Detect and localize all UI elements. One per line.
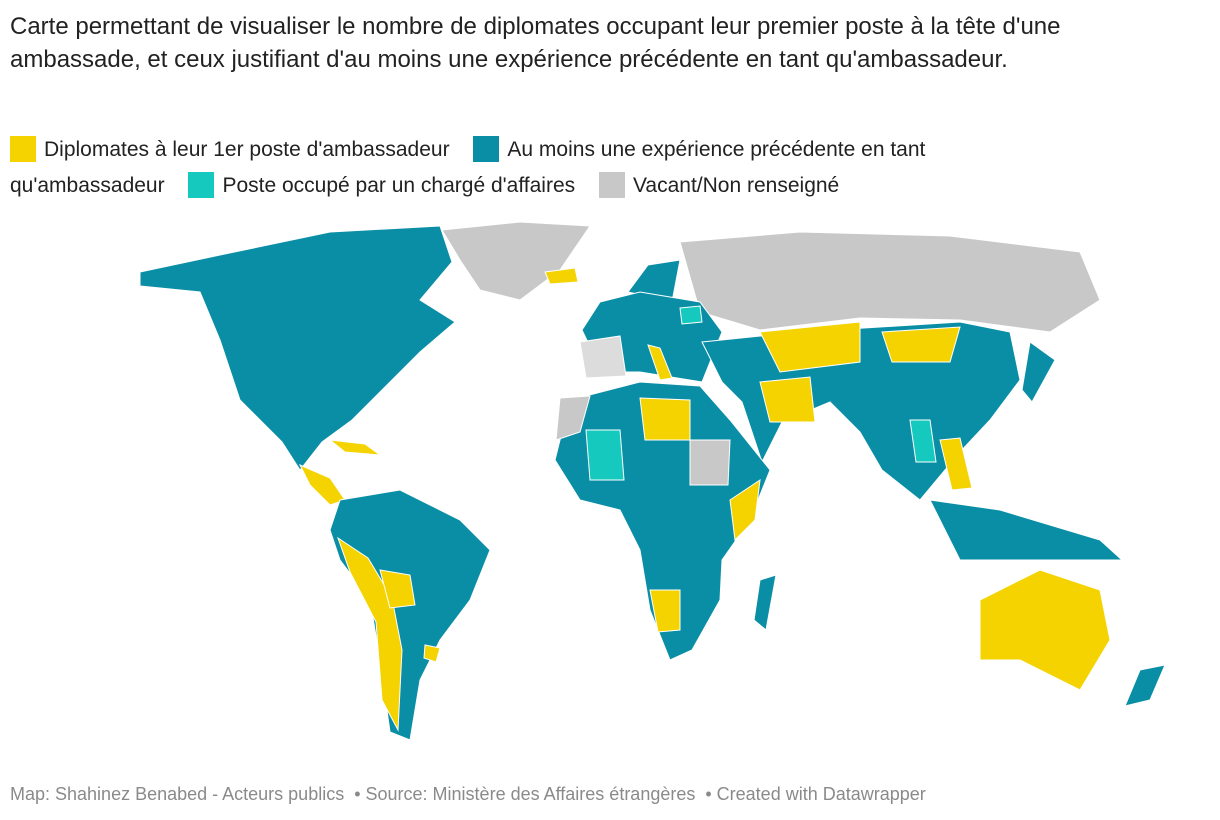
caribbean [328, 439, 382, 456]
legend-label: Vacant/Non renseigné [632, 174, 840, 197]
iberia [579, 335, 627, 379]
bolivia [379, 569, 416, 609]
indochina [939, 437, 973, 491]
legend-label: Au moins une expérience précédente en ta… [10, 138, 926, 197]
world-map [139, 221, 1166, 741]
legend-swatch [598, 172, 625, 198]
italy [647, 344, 673, 381]
legend-item: Diplomates à leur 1er poste d'ambassadeu… [10, 136, 450, 162]
footer-text: • Created with Datawrapper [705, 784, 926, 804]
australia [979, 569, 1111, 691]
legend-item: Vacant/Non renseigné [598, 172, 840, 198]
legend-swatch [10, 136, 36, 162]
legend-item: Poste occupé par un chargé d'affaires [188, 172, 576, 198]
legend-label: Poste occupé par un chargé d'affaires [222, 174, 576, 197]
legend-label: Diplomates à leur 1er poste d'ambassadeu… [44, 138, 450, 161]
western-sahara [555, 395, 591, 441]
countries [139, 221, 1166, 741]
footer-text: • Source: Ministère des Affaires étrangè… [354, 784, 696, 804]
north-america [139, 225, 456, 471]
legend-swatch [473, 136, 500, 162]
new-zealand [1124, 664, 1166, 707]
sudan [689, 439, 731, 486]
kazakhstan [759, 321, 861, 373]
footer: Map: Shahinez Benabed - Acteurs publics •… [10, 784, 936, 805]
legend-swatch [188, 172, 215, 198]
legend: Diplomates à leur 1er poste d'ambassadeu… [10, 132, 1060, 204]
belarus [679, 305, 703, 325]
iran [759, 376, 816, 423]
east-africa [729, 478, 761, 542]
mali [585, 429, 625, 481]
angola [649, 589, 681, 633]
iceland [544, 267, 579, 285]
sea-islands [929, 499, 1124, 561]
russia [679, 231, 1101, 333]
uruguay [423, 644, 441, 663]
mongolia [881, 326, 961, 363]
legend-item: Au moins une expérience précédente en ta… [10, 136, 926, 197]
libya [639, 397, 691, 441]
myanmar [909, 419, 937, 463]
madagascar [753, 574, 777, 631]
greenland [441, 221, 591, 301]
south-america [329, 489, 491, 741]
central-america [298, 463, 346, 506]
japan [1021, 341, 1056, 403]
footer-text: Map: Shahinez Benabed - Acteurs publics [10, 784, 345, 804]
south-america-west [337, 536, 403, 732]
map-title: Carte permettant de visualiser le nombre… [10, 13, 1061, 73]
